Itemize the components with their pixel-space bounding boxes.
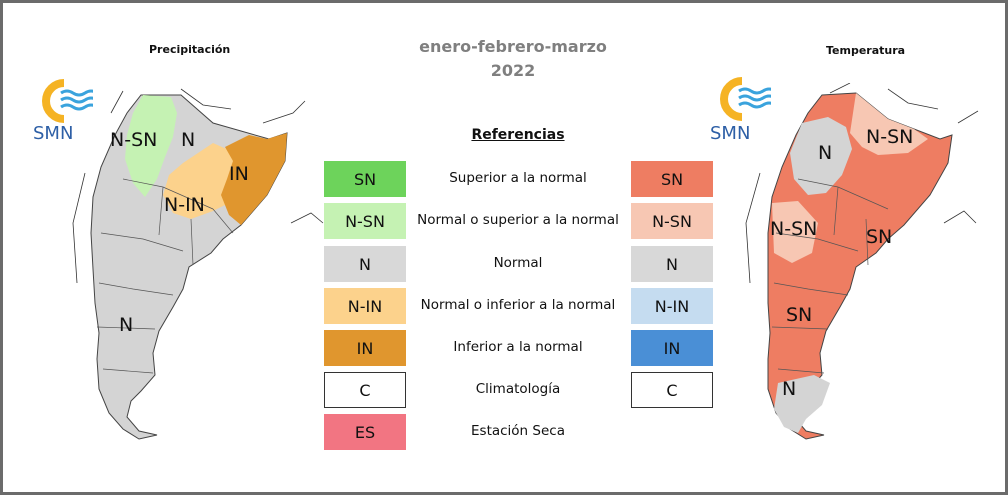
smn-logo-text: SMN <box>710 123 751 144</box>
precip-label-n-south: N <box>119 314 133 336</box>
legend-description: Estación Seca <box>471 423 565 439</box>
legend-swatch-precipitation: SN <box>324 161 406 197</box>
legend-description: Normal o superior a la normal <box>417 212 619 228</box>
legend-swatch-temperature: N-IN <box>631 288 713 324</box>
precipitation-map: N-SN N IN N-IN N <box>72 88 324 440</box>
precip-label-n-north: N <box>181 129 195 151</box>
legend-description: Normal <box>493 255 543 271</box>
legend-swatch-temperature: N <box>631 246 713 282</box>
precipitation-map-title: Precipitación <box>149 43 231 56</box>
season-heading: enero-febrero-marzo 2022 <box>383 35 643 83</box>
legend-description: Inferior a la normal <box>453 339 583 355</box>
temp-label-n-south: N <box>782 378 796 400</box>
legend-swatch-temperature: N-SN <box>631 203 713 239</box>
temp-label-n-north: N <box>818 142 832 164</box>
temp-label-sn-south: SN <box>786 304 812 326</box>
season-months: enero-febrero-marzo <box>419 37 607 56</box>
n-region-north <box>790 117 852 195</box>
legend-swatch-temperature: SN <box>631 161 713 197</box>
legend-swatch-precipitation: N <box>324 246 406 282</box>
temperature-map: N-SN N N-SN SN SN N <box>745 83 979 440</box>
legend-swatch-precipitation: N-SN <box>324 203 406 239</box>
smn-logo-text: SMN <box>33 123 74 144</box>
legend-swatch-temperature: C <box>631 372 713 408</box>
precip-label-n-sn: N-SN <box>110 129 157 151</box>
legend-description: Superior a la normal <box>449 170 587 186</box>
season-year: 2022 <box>490 61 536 80</box>
legend-swatch-precipitation: C <box>324 372 406 408</box>
temp-label-n-sn-west: N-SN <box>770 218 817 240</box>
temp-label-sn-east: SN <box>866 226 892 248</box>
n-region-south <box>774 375 830 433</box>
legend-swatch-precipitation: ES <box>324 414 406 450</box>
n-sn-region-north <box>850 93 928 155</box>
references-title: Referencias <box>471 127 565 143</box>
temperature-map-title: Temperatura <box>826 44 906 57</box>
legend-description: Climatología <box>475 381 561 397</box>
in-region <box>221 133 287 225</box>
legend-description: Normal o inferior a la normal <box>420 297 616 313</box>
temp-label-n-sn-northeast: N-SN <box>866 126 913 148</box>
precip-label-n-in: N-IN <box>164 194 205 216</box>
n-sn-region <box>125 95 177 197</box>
legend-swatch-precipitation: N-IN <box>324 288 406 324</box>
smn-logo-icon <box>42 79 93 123</box>
legend-swatch-precipitation: IN <box>324 330 406 366</box>
legend-swatch-temperature: IN <box>631 330 713 366</box>
n-sn-region-west <box>772 201 818 263</box>
precip-label-in: IN <box>229 163 249 185</box>
smn-logo-icon <box>720 77 771 121</box>
